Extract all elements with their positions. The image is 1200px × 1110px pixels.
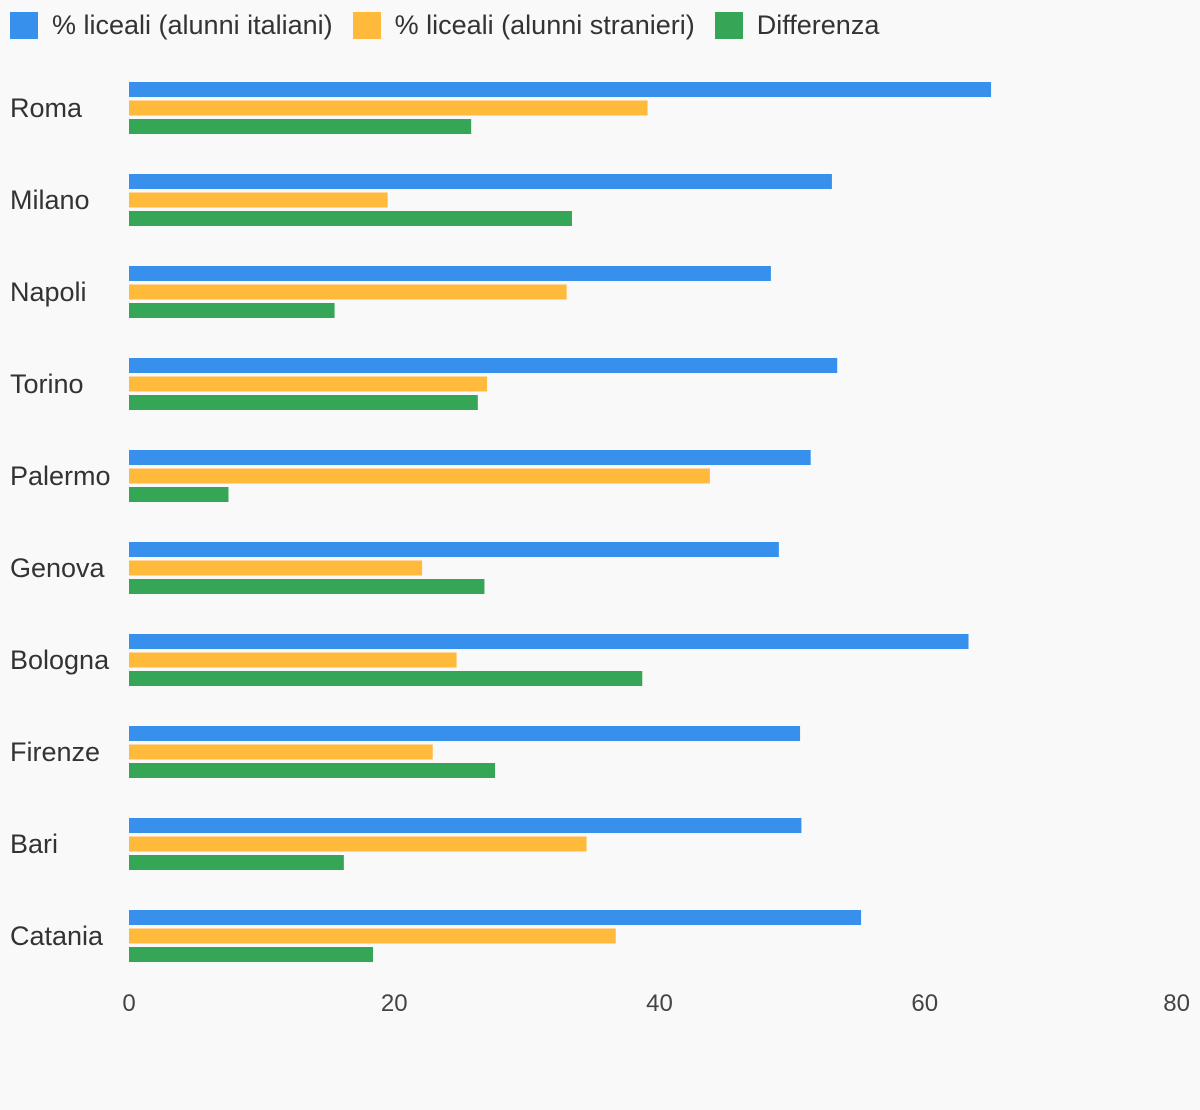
bar-bologna-series-1[interactable] [129,652,457,668]
bar-torino-series-0[interactable] [129,358,838,373]
bar-napoli-series-0[interactable] [129,266,771,281]
bar-bologna-series-2[interactable] [129,671,643,686]
bar-genova-series-2[interactable] [129,579,485,594]
category-label-firenze: Firenze [10,737,100,767]
category-label-catania: Catania [10,921,104,951]
category-label-palermo: Palermo [10,461,111,491]
bar-bari-series-1[interactable] [129,836,587,852]
bar-roma-series-0[interactable] [129,82,992,97]
x-tick-label-40: 40 [646,990,673,1017]
legend-label-differenza: Differenza [756,9,880,40]
x-tick-label-80: 80 [1163,990,1190,1017]
bar-catania-series-1[interactable] [129,928,616,944]
category-label-torino: Torino [10,369,84,399]
bar-palermo-series-2[interactable] [129,487,229,502]
category-label-genova: Genova [10,553,106,583]
bar-catania-series-0[interactable] [129,910,862,925]
category-label-bologna: Bologna [10,645,110,675]
bar-genova-series-0[interactable] [129,542,779,557]
legend-swatch-stranieri [352,11,381,39]
legend-item-differenza[interactable]: Differenza [714,9,880,41]
bar-bari-series-0[interactable] [129,818,802,833]
bar-torino-series-1[interactable] [129,376,488,392]
bar-napoli-series-2[interactable] [129,303,335,318]
legend: % liceali (alunni italiani) % liceali (a… [10,9,899,41]
bar-bari-series-2[interactable] [129,855,344,870]
legend-label-stranieri: % liceali (alunni stranieri) [394,9,695,40]
x-tick-label-20: 20 [381,990,408,1017]
legend-swatch-italiani [10,11,38,39]
x-tick-label-0: 0 [122,990,135,1017]
legend-item-stranieri[interactable]: % liceali (alunni stranieri) [352,9,695,41]
bar-roma-series-2[interactable] [129,119,472,134]
x-tick-label-60: 60 [911,990,938,1017]
bar-milano-series-2[interactable] [129,211,572,226]
bar-genova-series-1[interactable] [129,560,423,576]
bar-firenze-series-1[interactable] [129,744,433,760]
bar-milano-series-0[interactable] [129,174,832,189]
bar-torino-series-2[interactable] [129,395,478,410]
legend-swatch-differenza [714,11,743,39]
bar-catania-series-2[interactable] [129,947,374,962]
category-label-bari: Bari [10,829,58,859]
category-label-milano: Milano [10,185,90,215]
bar-milano-series-1[interactable] [129,192,388,208]
bar-napoli-series-1[interactable] [129,284,567,300]
bar-firenze-series-2[interactable] [129,763,496,778]
legend-label-italiani: % liceali (alunni italiani) [52,9,333,40]
bar-firenze-series-0[interactable] [129,726,801,741]
bar-roma-series-1[interactable] [129,100,648,116]
category-label-roma: Roma [10,93,83,123]
category-label-napoli: Napoli [10,277,87,307]
legend-item-italiani[interactable]: % liceali (alunni italiani) [10,10,333,41]
bar-palermo-series-0[interactable] [129,450,811,465]
bar-bologna-series-0[interactable] [129,634,969,649]
bar-palermo-series-1[interactable] [129,468,710,484]
